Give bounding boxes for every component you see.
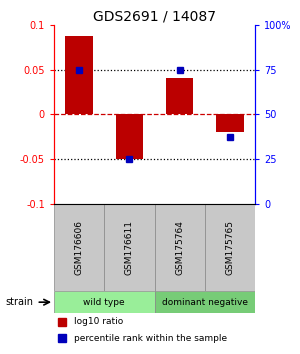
Text: strain: strain (6, 297, 34, 307)
Text: percentile rank within the sample: percentile rank within the sample (74, 334, 227, 343)
Text: GSM176611: GSM176611 (125, 220, 134, 275)
Bar (54, 291, 154, 313)
Bar (104, 204, 154, 291)
Bar (154, 204, 205, 291)
Text: wild type: wild type (83, 298, 125, 307)
Text: log10 ratio: log10 ratio (74, 317, 123, 326)
Text: dominant negative: dominant negative (162, 298, 248, 307)
Text: GSM175765: GSM175765 (225, 220, 234, 275)
Text: GSM175764: GSM175764 (175, 220, 184, 275)
Bar (116, 114, 143, 159)
Bar (65, 35, 93, 114)
Text: GSM176606: GSM176606 (75, 220, 84, 275)
Bar (216, 114, 244, 132)
Bar (166, 79, 194, 114)
Title: GDS2691 / 14087: GDS2691 / 14087 (93, 10, 216, 24)
Bar (205, 204, 255, 291)
Bar (54, 204, 104, 291)
Bar (154, 291, 255, 313)
